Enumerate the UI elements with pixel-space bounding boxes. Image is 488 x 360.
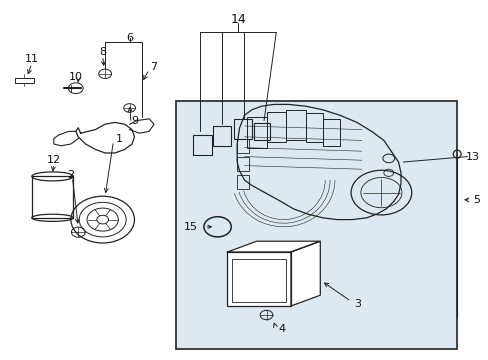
Text: 4: 4 [278, 324, 285, 334]
Bar [254, 123, 269, 140]
Bar [246, 117, 266, 148]
Text: 15: 15 [183, 222, 198, 232]
Text: 6: 6 [126, 33, 133, 43]
Bar [212, 126, 231, 146]
Text: 7: 7 [150, 62, 157, 72]
Text: 13: 13 [465, 152, 479, 162]
Text: 2: 2 [67, 170, 74, 180]
Text: 8: 8 [99, 47, 106, 57]
Bar [176, 101, 456, 349]
Text: 14: 14 [230, 13, 245, 26]
Bar [233, 119, 252, 139]
Text: 10: 10 [69, 72, 82, 82]
Text: 9: 9 [131, 116, 138, 126]
Bar [193, 135, 211, 155]
Bar [227, 252, 290, 306]
Bar [305, 113, 322, 142]
Bar [237, 175, 249, 189]
Bar [266, 112, 285, 142]
Polygon shape [290, 241, 320, 306]
Bar [32, 176, 73, 218]
Bar [237, 157, 249, 171]
Bar [322, 119, 339, 146]
Bar [15, 78, 34, 83]
Bar [285, 110, 305, 140]
Polygon shape [227, 241, 320, 252]
Text: 11: 11 [25, 54, 39, 64]
Text: 12: 12 [47, 155, 61, 165]
Text: 5: 5 [472, 195, 479, 205]
Text: 1: 1 [116, 134, 123, 144]
Bar [237, 139, 249, 153]
Bar [232, 259, 285, 302]
Text: 3: 3 [354, 299, 361, 309]
